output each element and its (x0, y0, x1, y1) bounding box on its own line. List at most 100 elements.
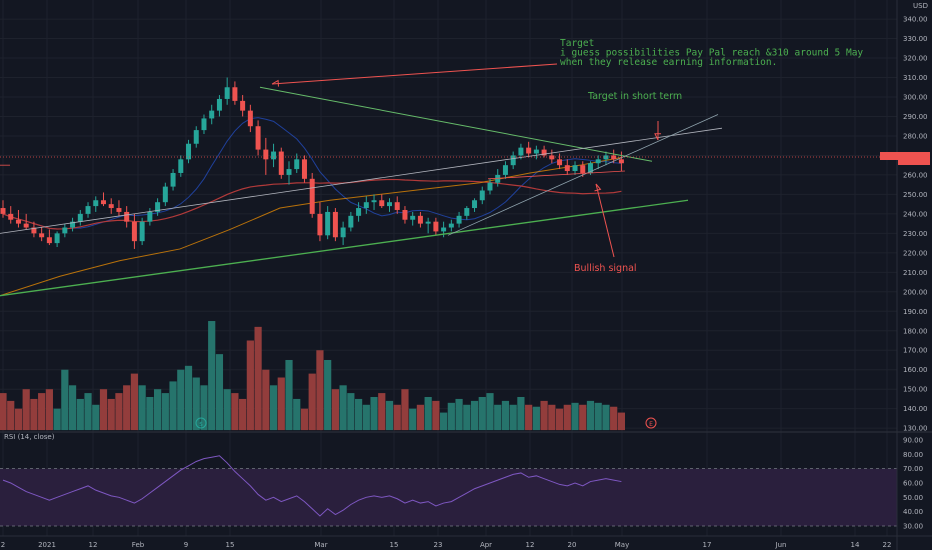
rsi-tick-label: 40.00 (903, 508, 923, 516)
rsi-line (2, 455, 622, 517)
price-axis[interactable]: 340.00 330.00 320.00 310.00 300.00 290.00 280.… (903, 16, 928, 433)
candle-body (564, 165, 570, 172)
candle-body (572, 165, 578, 172)
candle (271, 143, 277, 168)
candle-body (356, 208, 362, 216)
time-axis[interactable]: 2 2021 12 Feb 9 15 Mar 15 23 Apr 12 20 May 17 Jun 14 22 (1, 541, 892, 549)
price-tick-label: 210.00 (903, 269, 928, 277)
ma-cross-line (487, 170, 626, 180)
volume-bar (362, 404, 370, 431)
candle (201, 114, 207, 135)
candle-body (62, 227, 68, 234)
candle (23, 213, 29, 230)
candle (332, 208, 338, 242)
candle-body (387, 202, 392, 207)
dividend-event-marker[interactable]: $ (195, 417, 207, 429)
candlesticks[interactable] (0, 77, 624, 249)
candle-body (618, 159, 624, 164)
candle (549, 149, 555, 164)
rsi-tick-label: 70.00 (903, 465, 923, 473)
candle-body (201, 118, 207, 131)
candle-body (31, 227, 37, 234)
candle (278, 147, 284, 179)
candle (46, 229, 52, 246)
candle-body (410, 215, 416, 220)
candle (487, 178, 493, 195)
volume-bar (184, 365, 193, 431)
candle-body (533, 149, 539, 154)
volume-bar (61, 369, 69, 431)
rsi-axis[interactable]: 90.00 80.00 70.00 60.00 50.00 40.00 30.00 (903, 437, 923, 531)
candle-body (278, 151, 284, 175)
candle (124, 206, 130, 228)
trend-lines[interactable] (0, 63, 897, 297)
volume-bar (38, 393, 46, 431)
candle-body (178, 159, 184, 173)
candle (417, 211, 423, 228)
candle-body (379, 200, 385, 207)
candle (526, 141, 532, 158)
rising-trendline (447, 114, 719, 236)
volume-bar (161, 393, 169, 431)
volume-bar (401, 389, 409, 431)
volume-bar (45, 389, 53, 431)
volume-bar (215, 354, 224, 431)
volume-bar (316, 350, 324, 431)
rsi-tick-label: 80.00 (903, 451, 923, 459)
volume-bar (354, 398, 363, 431)
earnings-event-glyph: E (649, 421, 653, 428)
mid-channel-line (0, 127, 723, 234)
candle (131, 213, 137, 249)
candle (317, 202, 323, 242)
short-term-target-label: Target in short term (587, 91, 682, 102)
candle-body (116, 208, 122, 212)
dividend-event-glyph: $ (199, 421, 203, 428)
candle (216, 95, 222, 117)
candle (31, 221, 37, 238)
volume-bar (586, 400, 595, 431)
candle-body (46, 237, 52, 244)
candle-body (402, 209, 408, 220)
time-tick-label: 15 (390, 541, 399, 549)
rsi-tick-label: 50.00 (903, 494, 923, 502)
candle-body (557, 159, 563, 166)
volume-bar (169, 381, 177, 431)
price-tick-label: 180.00 (903, 327, 928, 335)
volume-bar (494, 404, 502, 431)
volume-bar (0, 393, 7, 431)
candle (495, 169, 501, 187)
volume-bar (416, 404, 425, 431)
current-price-tag[interactable] (898, 152, 930, 165)
candle (394, 196, 400, 214)
candle (448, 219, 454, 232)
candle-body (332, 211, 338, 238)
candle-body (348, 215, 354, 228)
rsi-indicator-label[interactable]: RSI (14, close) (4, 433, 55, 441)
candle-body (286, 169, 292, 175)
bullish-signal-label: Bullish signal (574, 263, 637, 274)
candle (325, 206, 331, 240)
candle (518, 143, 524, 160)
volume-bar (555, 408, 564, 431)
candle (402, 206, 408, 224)
candle-body (301, 159, 307, 179)
volume-bar (517, 396, 525, 431)
price-tick-label: 280.00 (903, 132, 928, 140)
earnings-event-marker[interactable]: E (645, 417, 657, 429)
volume-bar (339, 385, 347, 431)
volume-bar (478, 396, 486, 431)
candle-body (39, 233, 45, 238)
candle-body (131, 221, 137, 242)
candle (356, 202, 362, 222)
candle (62, 223, 68, 238)
volume-bar (269, 385, 278, 431)
volume-bar (432, 400, 440, 431)
candle-body (518, 147, 524, 156)
candle (70, 217, 76, 232)
candle-body (100, 200, 106, 205)
candle-body (108, 204, 114, 209)
candle-body (580, 165, 586, 173)
time-tick-label: 17 (703, 541, 712, 549)
